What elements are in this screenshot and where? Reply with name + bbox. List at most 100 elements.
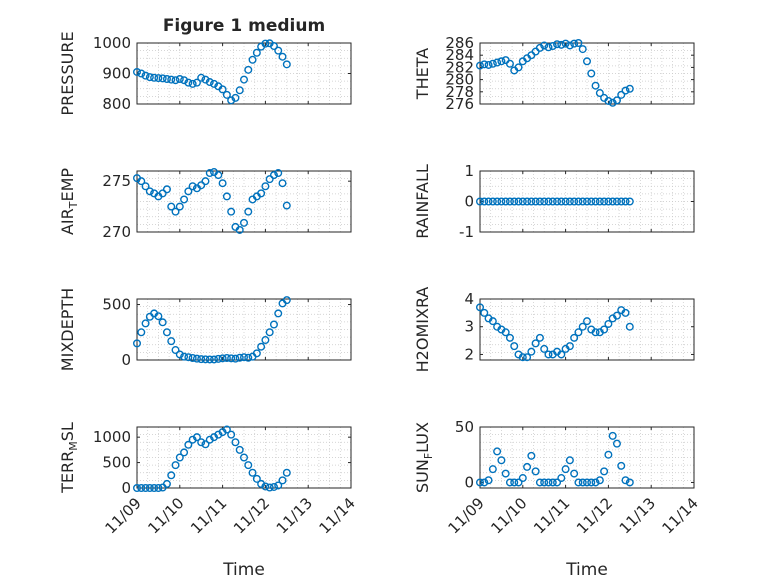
data-point (625, 197, 634, 206)
data-point (587, 69, 596, 78)
grid (137, 43, 351, 104)
data-point (244, 353, 253, 362)
chart-panel-5: 0 500 MIXDEPTH (58, 288, 352, 371)
grid (137, 427, 351, 488)
data-point (274, 46, 283, 55)
data-point (574, 328, 583, 337)
y-tick-label: 280 (445, 71, 474, 89)
data-point (184, 187, 193, 196)
data-point (197, 438, 206, 447)
y-tick-label: 1 (464, 162, 474, 180)
y-tick-label: 1000 (93, 428, 131, 446)
y-tick-label: 0 (121, 351, 131, 369)
data-point (180, 448, 189, 457)
data-point (484, 60, 493, 69)
data-point (269, 320, 278, 329)
data-point (476, 61, 485, 70)
data-point (150, 73, 159, 82)
series (132, 296, 291, 364)
data-point (205, 355, 214, 364)
data-point (527, 451, 536, 460)
data-point (282, 468, 291, 477)
data-point (617, 90, 626, 99)
data-point (205, 169, 214, 178)
data-point (501, 197, 510, 206)
axes-box (479, 426, 695, 489)
data-point (518, 197, 527, 206)
grid (480, 171, 694, 232)
data-point (591, 328, 600, 337)
series (132, 425, 291, 493)
data-point (248, 468, 257, 477)
data-point (210, 79, 219, 88)
y-tick-label: 0 (121, 479, 131, 497)
data-point (505, 197, 514, 206)
data-point (600, 197, 609, 206)
data-point (484, 476, 493, 485)
data-point (235, 225, 244, 234)
y-tick-label: 275 (102, 172, 131, 190)
data-point (531, 339, 540, 348)
data-point (218, 354, 227, 363)
data-point (561, 465, 570, 474)
data-point (557, 350, 566, 359)
data-point (180, 352, 189, 361)
data-point (278, 179, 287, 188)
data-point (201, 177, 210, 186)
data-point (604, 319, 613, 328)
data-point (595, 89, 604, 98)
data-point (265, 328, 274, 337)
y-tick-label: 284 (445, 46, 474, 64)
data-point (557, 474, 566, 483)
data-point (274, 481, 283, 490)
axes-box (136, 170, 352, 233)
data-point (535, 197, 544, 206)
data-point (239, 453, 248, 462)
data-point (561, 39, 570, 48)
data-point (608, 431, 617, 440)
data-point (184, 353, 193, 362)
data-point (257, 342, 266, 351)
data-point (274, 309, 283, 318)
data-point (621, 308, 630, 317)
data-point (162, 479, 171, 488)
data-point (145, 187, 154, 196)
data-point (540, 478, 549, 487)
data-point (484, 197, 493, 206)
data-point (565, 342, 574, 351)
data-point (583, 57, 592, 66)
data-point (510, 197, 519, 206)
y-axis-label: MIXDEPTH (58, 288, 77, 371)
axes-box (479, 42, 695, 105)
data-point (578, 322, 587, 331)
data-point (557, 197, 566, 206)
data-point (252, 474, 261, 483)
data-point (574, 478, 583, 487)
data-point (235, 86, 244, 95)
data-point (480, 478, 489, 487)
data-point (497, 57, 506, 66)
data-point (197, 181, 206, 190)
data-point (239, 353, 248, 362)
data-point (544, 197, 553, 206)
data-point (493, 58, 502, 67)
data-point (527, 197, 536, 206)
data-point (510, 478, 519, 487)
data-point (621, 476, 630, 485)
grid (137, 171, 351, 232)
data-point (518, 353, 527, 362)
data-point (214, 354, 223, 363)
data-point (497, 456, 506, 465)
data-point (154, 484, 163, 493)
data-point (282, 60, 291, 69)
data-point (493, 447, 502, 456)
data-point (612, 439, 621, 448)
data-point (625, 478, 634, 487)
series (476, 303, 634, 362)
data-point (184, 440, 193, 449)
data-point (514, 478, 523, 487)
data-point (612, 311, 621, 320)
grid (480, 299, 694, 360)
data-point (175, 350, 184, 359)
